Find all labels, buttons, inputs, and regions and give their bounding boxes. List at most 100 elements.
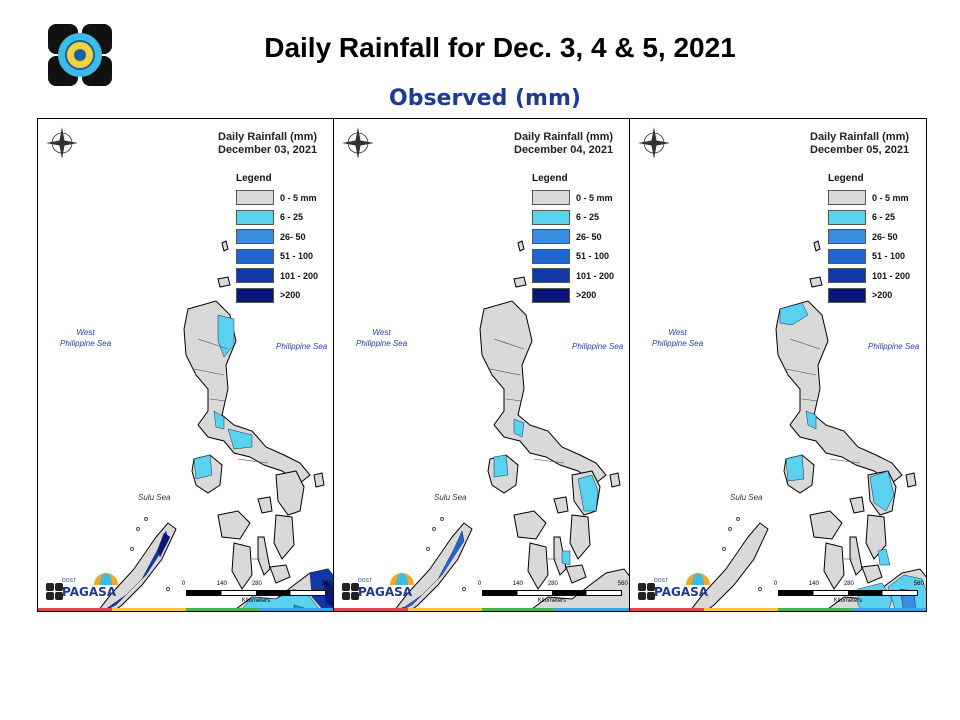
scale-unit: Kilometers: [833, 598, 863, 604]
province-boundary: [193, 368, 225, 376]
color-strip-segment: [259, 608, 333, 611]
legend-label: 51 - 100: [576, 251, 610, 262]
legend-title: Legend: [236, 173, 272, 184]
island-palawan: [689, 522, 769, 611]
legend-row: 6 - 25: [236, 208, 318, 228]
province-boundary: [209, 398, 227, 402]
legend-swatch: [532, 268, 570, 284]
legend-label: >200: [872, 290, 893, 301]
legend-swatch: [236, 248, 274, 264]
color-strip: [38, 608, 333, 611]
island-masbate: [553, 496, 569, 514]
dost-label: DOST: [358, 578, 372, 584]
color-strip-segment: [407, 608, 482, 611]
compass-rose: [342, 127, 374, 159]
legend-row: >200: [828, 286, 910, 306]
color-strip: [630, 608, 926, 611]
panel-title: Daily Rainfall (mm) December 05, 2021: [810, 131, 909, 157]
scale-tick: 0: [773, 581, 778, 587]
philippine-sea-label: Philippine Sea: [276, 342, 328, 351]
legend-label: 0 - 5 mm: [280, 192, 317, 203]
pagasa-wordmark: PAGASA: [654, 585, 709, 599]
islet: [462, 587, 466, 591]
map-panels: Daily Rainfall (mm) December 03, 2021 Lege…: [37, 118, 927, 612]
page-subtitle: Observed (mm): [389, 86, 581, 111]
island-catanduanes: [905, 472, 917, 488]
map-panel-dec-04: Daily Rainfall (mm) December 04, 2021 Lege…: [334, 119, 630, 611]
legend-row: 0 - 5 mm: [236, 188, 318, 208]
rainfall-area: [513, 418, 525, 438]
color-strip-segment: [334, 608, 408, 611]
scale-bar: 0 140 280 560 Kilometers: [478, 581, 628, 604]
scale-graphic: [778, 590, 918, 596]
legend-label: 26- 50: [576, 231, 602, 242]
island-negros: [527, 542, 549, 590]
island-bohol: [565, 564, 587, 584]
legend-swatch: [532, 287, 570, 303]
islet: [426, 547, 430, 551]
province-boundary: [237, 458, 269, 464]
scale-unit: Kilometers: [537, 598, 567, 604]
philippine-sea-label: Philippine Sea: [868, 342, 920, 351]
color-strip-segment: [555, 608, 629, 611]
legend-swatch: [236, 287, 274, 303]
legend-row: 26- 50: [236, 227, 318, 247]
legend-row: 51 - 100: [236, 247, 318, 267]
island-bohol: [269, 564, 291, 584]
island-bohol: [861, 564, 883, 584]
island-negros: [231, 542, 253, 590]
islet: [166, 587, 170, 591]
legend-label: 6 - 25: [576, 212, 600, 223]
island-palawan: [393, 522, 473, 611]
legend: Legend 0 - 5 mm 6 - 25 26- 50 51 - 100 101 - …: [828, 173, 910, 305]
island-mindanao: [528, 568, 629, 611]
panel-title: Daily Rainfall (mm) December 04, 2021: [514, 131, 613, 157]
scale-bar: 0 140 280 560 Kilometers: [182, 581, 332, 604]
rainfall-area: [869, 470, 895, 512]
legend-swatch: [236, 268, 274, 284]
color-strip-segment: [185, 608, 260, 611]
legend-swatch: [828, 229, 866, 245]
legend-label: 0 - 5 mm: [576, 192, 613, 203]
map-panel-dec-05: Daily Rainfall (mm) December 05, 2021 Lege…: [630, 119, 926, 611]
scale-tick: 0: [477, 581, 482, 587]
scale-tick: 560: [913, 581, 924, 587]
legend-swatch: [532, 190, 570, 206]
rainfall-area: [193, 454, 213, 480]
islet: [722, 547, 726, 551]
island-catanduanes: [609, 472, 621, 488]
sulu-sea-label: Sulu Sea: [434, 493, 467, 502]
rainfall-area: [877, 548, 891, 566]
color-strip-segment: [38, 608, 112, 611]
panel-title-line1: Daily Rainfall (mm): [218, 131, 318, 143]
island-cebu: [849, 536, 863, 576]
province-boundary: [789, 338, 821, 350]
west-sea-line1: West: [372, 328, 391, 337]
island-babuyan: [809, 276, 823, 288]
color-strip: [334, 608, 629, 611]
west-sea-line1: West: [668, 328, 687, 337]
legend-label: >200: [280, 290, 301, 301]
legend: Legend 0 - 5 mm 6 - 25 26- 50 51 - 100 101 - …: [532, 173, 614, 305]
scale-tick: 560: [321, 581, 332, 587]
island-masbate: [257, 496, 273, 514]
province-boundary: [197, 338, 229, 350]
scale-tick: 280: [251, 581, 262, 587]
scale-tick: 140: [512, 581, 523, 587]
legend-swatch: [828, 209, 866, 225]
compass-rose: [638, 127, 670, 159]
province-boundary: [785, 368, 817, 376]
islet: [728, 527, 732, 531]
rainfall-area: [213, 410, 225, 430]
scale-bar: 0 140 280 560 Kilometers: [774, 581, 924, 604]
island-negros: [823, 542, 845, 590]
province-boundary: [533, 458, 565, 464]
island-babuyan: [513, 276, 527, 288]
legend-swatch: [532, 209, 570, 225]
rainfall-area: [217, 314, 235, 358]
legend-swatch: [828, 287, 866, 303]
province-boundary: [801, 398, 819, 402]
pagasa-logo: [342, 573, 414, 600]
dost-logo: [48, 24, 112, 86]
rainfall-area: [157, 532, 171, 558]
